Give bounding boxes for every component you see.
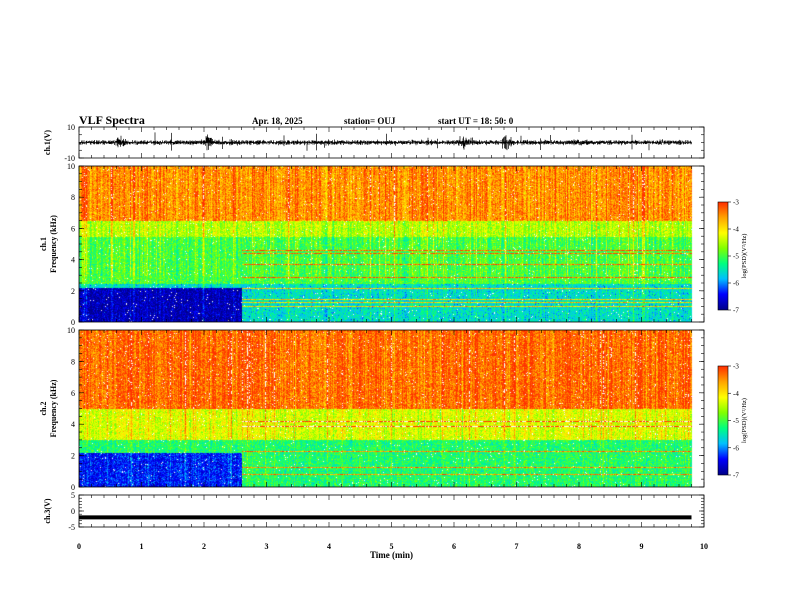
- x-tick-label: 7: [515, 542, 519, 551]
- ch3-waveform-ytick-label: -5: [68, 523, 75, 532]
- figure-title: VLF Spectra: [79, 113, 145, 127]
- ch2-spectrogram-ytick-label: 8: [71, 357, 75, 366]
- ch1-spectrogram-colorbar-label: log(PSD)(V²/Hz): [741, 234, 748, 279]
- x-tick-label: 4: [327, 542, 331, 551]
- ch1-spectrogram-ytick-label: 0: [71, 318, 75, 327]
- ch1-spectrogram-ytick-label: 4: [71, 256, 75, 265]
- ch2-spectrogram-colorbar-tick-label: -5: [733, 417, 739, 425]
- ch3-waveform-ytick-label: 0: [71, 507, 75, 516]
- date-label: Apr. 18, 2025: [252, 116, 303, 126]
- ch2-spectrogram-ytick-label: 4: [71, 420, 75, 429]
- ch1-spectrogram-ylabel-frequency: Frequency (kHz): [49, 215, 58, 273]
- ch2-spectrogram-colorbar-tick-label: -6: [733, 444, 739, 452]
- ch3-waveform-ytick-label: 5: [71, 491, 75, 500]
- ch1-spectrogram-heatmap: [79, 166, 704, 322]
- ch1-spectrogram-colorbar-tick-label: -3: [733, 199, 739, 207]
- ch2-spectrogram-colorbar-tick-label: -4: [733, 390, 739, 398]
- ch2-spectrogram-ytick-label: 6: [71, 389, 75, 398]
- x-tick-label: 10: [700, 542, 708, 551]
- x-tick-label: 3: [265, 542, 269, 551]
- ch1-spectrogram-colorbar-tick-label: -5: [733, 253, 739, 261]
- ch1-spectrogram-ytick-label: 2: [71, 287, 75, 296]
- ch2-spectrogram-colorbar-tick-label: -3: [733, 363, 739, 371]
- ch2-spectrogram-ylabel-channel: ch.2: [39, 402, 48, 416]
- ch1-spectrogram-ylabel-channel: ch.1: [39, 237, 48, 251]
- x-axis-label: Time (min): [370, 550, 413, 560]
- ch1-spectrogram-colorbar: [718, 202, 728, 310]
- ch1-spectrogram-ytick-label: 10: [67, 162, 75, 171]
- ch2-spectrogram-colorbar-tick-label: -7: [733, 472, 739, 480]
- ch2-spectrogram-ytick-label: 10: [67, 326, 75, 335]
- ch2-spectrogram-colorbar: [718, 366, 728, 475]
- x-tick-label: 1: [140, 542, 144, 551]
- x-tick-label: 5: [390, 542, 394, 551]
- start-time-label: start UT = 18: 50: 0: [438, 116, 514, 126]
- ch1-waveform-ylabel: ch.1(V): [43, 130, 52, 155]
- x-tick-label: 0: [77, 542, 81, 551]
- ch2-spectrogram-colorbar-label: log(PSD)(V²/Hz): [741, 398, 748, 443]
- ch1-spectrogram-ytick-label: 6: [71, 224, 75, 233]
- x-tick-label: 9: [640, 542, 644, 551]
- station-label: station= OUJ: [344, 116, 396, 126]
- ch2-spectrogram-ytick-label: 0: [71, 483, 75, 492]
- ch1-spectrogram-ytick-label: 8: [71, 193, 75, 202]
- ch1-spectrogram-colorbar-tick-label: -4: [733, 226, 739, 234]
- ch3-waveform-ylabel: ch.3(V): [43, 498, 52, 523]
- x-tick-label: 2: [202, 542, 206, 551]
- ch2-spectrogram-heatmap: [79, 330, 704, 487]
- x-tick-label: 6: [452, 542, 456, 551]
- ch1-waveform-ytick-label: -10: [64, 154, 75, 163]
- ch1-waveform-ytick-label: 10: [67, 123, 75, 132]
- ch2-spectrogram-ytick-label: 2: [71, 452, 75, 461]
- ch1-waveform-trace: [78, 132, 692, 151]
- x-tick-label: 8: [577, 542, 581, 551]
- ch1-spectrogram-colorbar-tick-label: -7: [733, 307, 739, 315]
- ch1-spectrogram-colorbar-tick-label: -6: [733, 280, 739, 288]
- ch2-spectrogram-ylabel-frequency: Frequency (kHz): [49, 379, 58, 437]
